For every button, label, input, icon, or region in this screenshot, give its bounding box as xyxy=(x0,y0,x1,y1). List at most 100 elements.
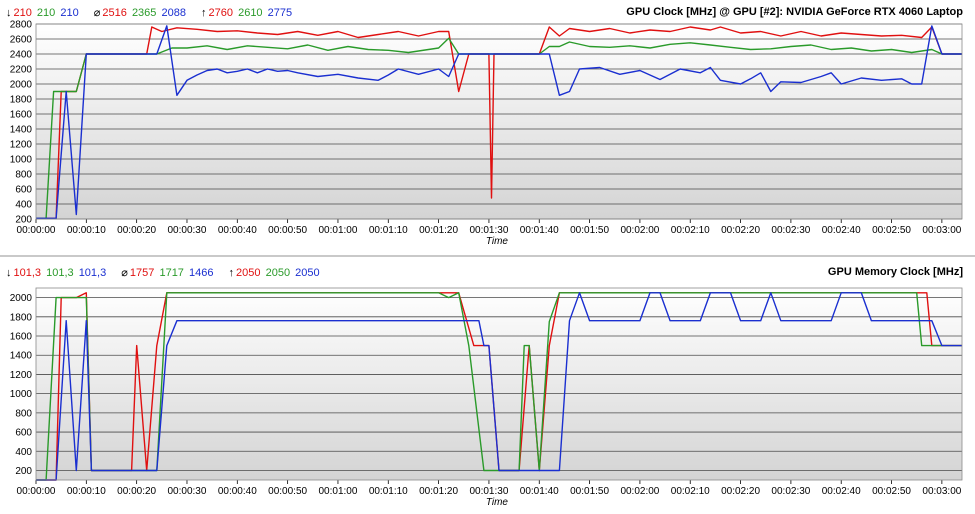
max-arrow-icon: ↑ xyxy=(228,267,235,279)
x-tick-label: 00:01:30 xyxy=(469,486,508,497)
max-green: 2610 xyxy=(238,7,263,19)
y-tick-label: 200 xyxy=(15,215,32,226)
y-tick-label: 800 xyxy=(15,170,32,181)
x-tick-label: 00:02:00 xyxy=(620,225,659,236)
x-tick-label: 00:02:10 xyxy=(671,486,710,497)
x-tick-label: 00:02:20 xyxy=(721,486,760,497)
x-tick-label: 00:01:20 xyxy=(419,225,458,236)
y-tick-label: 1200 xyxy=(10,370,33,381)
min-green: 101,3 xyxy=(46,267,74,279)
avg-symbol-icon: ⌀ xyxy=(93,7,101,19)
series-line-0 xyxy=(36,26,962,220)
max-red: 2760 xyxy=(208,7,234,19)
y-tick-label: 600 xyxy=(15,428,32,439)
avg-green: 2365 xyxy=(131,7,157,19)
avg-blue: 2088 xyxy=(161,7,186,19)
y-tick-label: 2600 xyxy=(10,35,33,46)
chart-title: GPU Memory Clock [MHz] xyxy=(827,266,963,278)
y-tick-label: 1400 xyxy=(10,351,33,362)
panel-divider xyxy=(0,255,975,257)
plot-area xyxy=(36,24,962,219)
x-tick-label: 00:01:00 xyxy=(318,486,357,497)
y-tick-label: 1600 xyxy=(10,332,33,343)
x-tick-label: 00:01:10 xyxy=(369,225,408,236)
max-stats: ↑ 2760 2610 2775 xyxy=(201,7,294,19)
x-tick-label: 00:00:40 xyxy=(218,225,257,236)
max-blue: 2775 xyxy=(267,7,293,19)
max-arrow-icon: ↑ xyxy=(201,7,207,19)
x-tick-label: 00:00:50 xyxy=(268,225,307,236)
min-arrow-icon: ↓ xyxy=(6,267,12,279)
avg-stats: ⌀ 2516 2365 2088 xyxy=(94,7,191,19)
plot-border xyxy=(35,23,963,220)
max-blue: 2050 xyxy=(295,267,320,279)
x-tick-label: 00:00:10 xyxy=(67,486,106,497)
y-tick-label: 400 xyxy=(15,447,32,458)
series-line-2 xyxy=(36,25,962,220)
y-tick-label: 1000 xyxy=(10,389,33,400)
y-tick-label: 2000 xyxy=(10,293,33,304)
y-tick-label: 1400 xyxy=(10,125,33,136)
y-tick-label: 1600 xyxy=(10,110,33,121)
y-tick-label: 1800 xyxy=(10,312,33,323)
x-tick-label: 00:00:30 xyxy=(168,225,207,236)
y-tick-label: 2400 xyxy=(10,50,33,61)
plot-border xyxy=(35,287,963,481)
x-tick-label: 00:00:20 xyxy=(117,225,156,236)
x-tick-label: 00:01:30 xyxy=(469,225,508,236)
avg-blue: 1466 xyxy=(189,267,214,279)
max-red: 2050 xyxy=(236,267,261,279)
x-tick-label: 00:03:00 xyxy=(922,225,961,236)
x-tick-label: 00:00:00 xyxy=(17,486,56,497)
avg-red: 1757 xyxy=(129,267,155,279)
min-red: 101,3 xyxy=(13,267,42,279)
x-tick-label: 00:01:00 xyxy=(318,225,357,236)
x-tick-label: 00:02:40 xyxy=(822,225,861,236)
x-axis-label: Time xyxy=(486,236,509,247)
gpu-clock-stats: ↓ 210 210 210 ⌀ 2516 2365 2088 ↑ 2760 2610 … xyxy=(6,6,304,19)
avg-stats: ⌀ 1757 1717 1466 xyxy=(121,267,218,279)
x-tick-label: 00:00:20 xyxy=(117,486,156,497)
x-tick-label: 00:02:10 xyxy=(671,225,710,236)
max-stats: ↑ 2050 2050 2050 xyxy=(229,267,322,279)
y-tick-label: 1800 xyxy=(10,95,33,106)
x-tick-label: 00:00:00 xyxy=(17,225,56,236)
y-tick-label: 1200 xyxy=(10,140,33,151)
y-tick-label: 200 xyxy=(15,466,32,477)
min-red: 210 xyxy=(13,7,32,19)
min-green: 210 xyxy=(36,7,56,19)
avg-red: 2516 xyxy=(102,7,127,19)
x-tick-label: 00:02:20 xyxy=(721,225,760,236)
x-tick-label: 00:02:50 xyxy=(872,486,911,497)
x-tick-label: 00:02:40 xyxy=(822,486,861,497)
x-tick-label: 00:02:30 xyxy=(771,486,810,497)
series-line-1 xyxy=(36,292,962,481)
gpu-clock-panel: ↓ 210 210 210 ⌀ 2516 2365 2088 ↑ 2760 2610 … xyxy=(0,0,975,252)
memory-clock-stats: ↓ 101,3 101,3 101,3 ⌀ 1757 1717 1466 ↑ 2050… xyxy=(6,266,332,279)
x-tick-label: 00:01:40 xyxy=(520,486,559,497)
x-axis-label: Time xyxy=(486,497,509,508)
x-tick-label: 00:03:00 xyxy=(922,486,961,497)
x-tick-label: 00:02:00 xyxy=(620,486,659,497)
gpu-clock-chart: 200 400 600 800 1000 1200 1400 1600 1800 2000 2200… xyxy=(10,20,963,247)
x-tick-label: 00:01:10 xyxy=(369,486,408,497)
y-tick-label: 1000 xyxy=(10,155,33,166)
min-blue: 210 xyxy=(60,7,79,19)
min-stats: ↓ 101,3 101,3 101,3 xyxy=(6,267,111,279)
x-tick-label: 00:01:20 xyxy=(419,486,458,497)
min-stats: ↓ 210 210 210 xyxy=(6,7,84,19)
y-tick-label: 2800 xyxy=(10,20,33,31)
chart-title: GPU Clock [MHz] @ GPU [#2]: NVIDIA GeFor… xyxy=(626,6,963,18)
x-tick-label: 00:01:50 xyxy=(570,225,609,236)
avg-green: 1717 xyxy=(159,267,184,279)
series-line-2 xyxy=(36,292,962,481)
avg-symbol-icon: ⌀ xyxy=(121,267,128,279)
x-tick-label: 00:01:50 xyxy=(570,486,609,497)
y-tick-label: 2000 xyxy=(10,80,33,91)
x-tick-label: 00:02:30 xyxy=(771,225,810,236)
min-blue: 101,3 xyxy=(78,267,107,279)
x-tick-label: 00:01:40 xyxy=(520,225,559,236)
x-tick-label: 00:00:40 xyxy=(218,486,257,497)
max-green: 2050 xyxy=(265,267,291,279)
y-tick-label: 2200 xyxy=(10,65,33,76)
